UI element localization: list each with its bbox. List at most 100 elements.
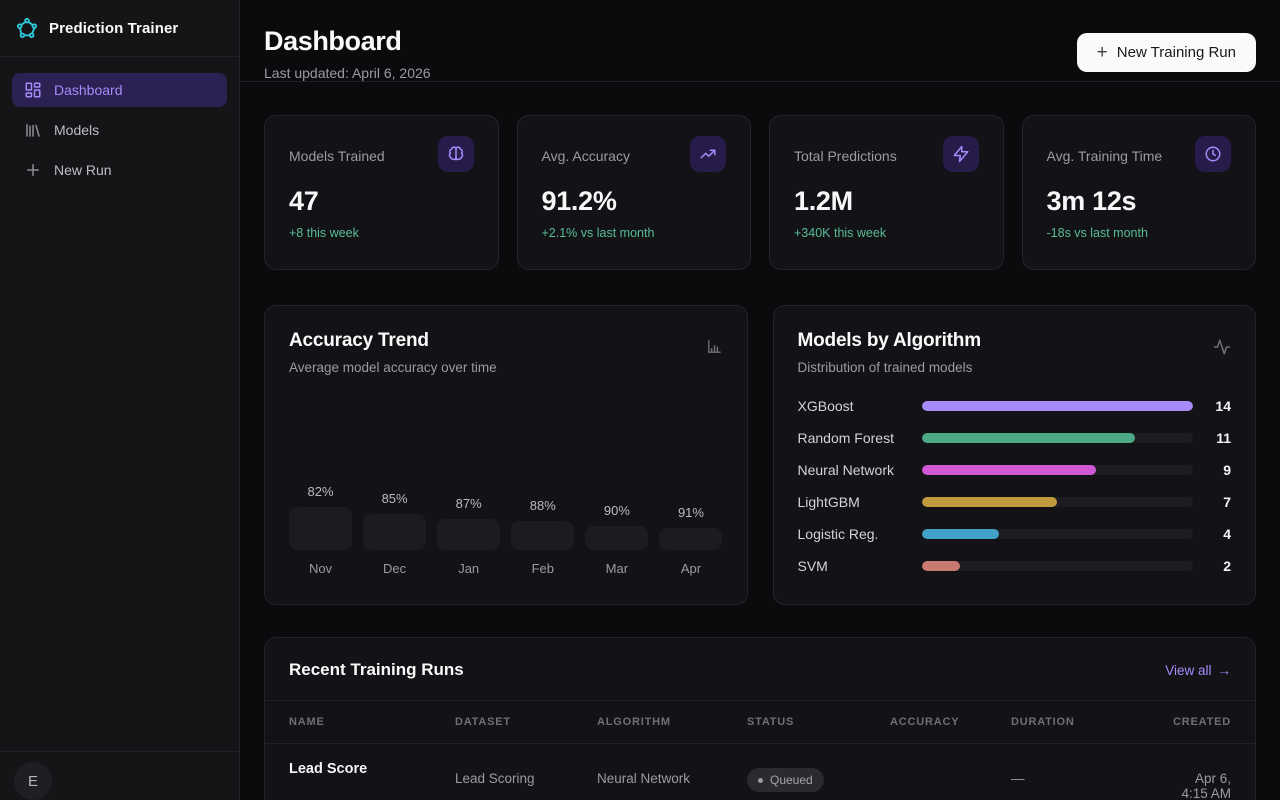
main-area: Dashboard Last updated: April 6, 2026 + … [240, 0, 1280, 800]
algorithm-row: LightGBM 7 [797, 494, 1232, 510]
algorithm-count: 11 [1216, 430, 1231, 446]
stat-value: 91.2% [541, 186, 617, 216]
stat-label: Models Trained [289, 148, 385, 164]
trend-value-label: 88% [529, 498, 556, 513]
stat-delta: -18s vs last month [1046, 226, 1148, 240]
view-all-link[interactable]: View all → [1165, 663, 1231, 678]
algorithm-bar-fill [921, 401, 1193, 411]
stats-row: Models Trained 47 +8 this week Avg. Accu… [264, 115, 1256, 270]
algorithm-label: LightGBM [797, 494, 860, 510]
dashboard-content: Models Trained 47 +8 this week Avg. Accu… [240, 82, 1280, 800]
run-status-cell: Queued [747, 744, 890, 792]
run-created: Apr 6, 4:15 AM [1181, 771, 1231, 800]
chart-subtitle: Average model accuracy over time [289, 360, 497, 375]
chart-title: Accuracy Trend [289, 330, 429, 351]
new-training-run-label: New Training Run [1116, 44, 1236, 61]
stat-value: 3m 12s [1046, 186, 1137, 216]
algorithm-bar-fill [921, 529, 1000, 539]
trend-bar [659, 528, 723, 550]
stat-card-avg-training-time: Avg. Training Time 3m 12s -18s vs last m… [1021, 115, 1256, 270]
sidebar-item-label: Models [54, 122, 100, 138]
status-label: Queued [770, 773, 813, 787]
stat-delta: +340K this week [794, 226, 887, 240]
algorithm-bar-fill [921, 433, 1135, 443]
trend-column: 87% Jan [437, 496, 501, 576]
algorithm-bar-track [921, 497, 1193, 507]
trend-bar [585, 526, 649, 550]
stat-label: Avg. Accuracy [541, 148, 630, 164]
stat-card-models-trained: Models Trained 47 +8 this week [264, 115, 499, 270]
algorithm-bar-track [921, 401, 1193, 411]
trend-bar [437, 519, 501, 550]
new-training-run-button[interactable]: + New Training Run [1076, 33, 1256, 72]
run-duration: — [1011, 771, 1025, 786]
column-header: ALGORITHM [597, 716, 671, 728]
table-header-row: NAME DATASET ALGORITHM STATUS ACCURACY DURATI… [265, 700, 1255, 744]
chart-title: Models by Algorithm [797, 330, 982, 351]
algorithm-count: 9 [1223, 462, 1231, 478]
algorithm-label: Random Forest [797, 430, 894, 446]
algorithm-count: 7 [1223, 494, 1231, 510]
trend-column: 91% Apr [659, 505, 723, 576]
stat-value: 47 [289, 186, 319, 216]
algorithm-bar-fill [921, 561, 961, 571]
sidebar-item-new-run[interactable]: New Run [12, 153, 227, 187]
arrow-right-icon: → [1217, 662, 1232, 678]
clock-icon [1195, 136, 1231, 172]
algorithm-bar-fill [921, 497, 1058, 507]
table-title: Recent Training Runs [289, 660, 464, 679]
column-header: DURATION [1011, 716, 1075, 728]
trend-month-label: Apr [680, 561, 702, 576]
bar-chart-icon [706, 338, 723, 355]
algorithm-bar-fill [921, 465, 1097, 475]
algorithm-bar-track [921, 465, 1193, 475]
trend-bar [511, 521, 575, 550]
trend-column: 85% Dec [363, 491, 427, 576]
sidebar-item-models[interactable]: Models [12, 113, 227, 147]
column-header: ACCURACY [890, 716, 960, 728]
algorithm-bar-track [921, 529, 1193, 539]
run-accuracy [890, 744, 1011, 771]
sidebar-item-dashboard[interactable]: Dashboard [12, 73, 227, 107]
models-by-algorithm-card: Models by Algorithm Distribution of trai… [772, 305, 1256, 605]
sidebar-item-label: New Run [54, 162, 112, 178]
sidebar-footer: E [0, 751, 239, 800]
stat-delta: +2.1% vs last month [541, 226, 655, 240]
trend-bar [289, 507, 352, 550]
trend-value-label: 85% [381, 491, 408, 506]
column-header: NAME [289, 716, 325, 728]
plus-icon: + [1096, 42, 1108, 63]
last-updated-text: Last updated: April 6, 2026 [264, 65, 431, 81]
algorithm-row: Random Forest 11 [797, 430, 1232, 446]
user-avatar[interactable]: E [14, 762, 52, 800]
column-header: DATASET [455, 716, 511, 728]
network-logo-icon [16, 17, 38, 39]
trend-month-label: Feb [531, 561, 554, 576]
status-dot-icon [758, 777, 763, 783]
zap-icon [942, 136, 979, 172]
algorithm-label: Neural Network [797, 462, 894, 478]
trend-value-label: 87% [455, 496, 482, 511]
trend-month-label: Dec [383, 561, 407, 576]
sidebar-item-label: Dashboard [54, 82, 123, 98]
chart-subtitle: Distribution of trained models [797, 360, 973, 375]
library-icon [24, 121, 42, 139]
algorithm-label: SVM [797, 558, 828, 574]
stat-label: Total Predictions [794, 148, 897, 164]
trend-column: 88% Feb [511, 498, 575, 576]
trend-month-label: Nov [308, 561, 333, 576]
table-row[interactable]: Lead Score Lead Scoring Neural Network Queu… [265, 744, 1255, 800]
run-dataset: Lead Scoring [455, 771, 535, 786]
accuracy-trend-card: Accuracy Trend Average model accuracy ov… [264, 305, 748, 605]
algorithm-row: Neural Network 9 [797, 462, 1232, 478]
plus-icon [24, 161, 42, 179]
page-header: Dashboard Last updated: April 6, 2026 + … [240, 0, 1280, 82]
charts-row: Accuracy Trend Average model accuracy ov… [264, 305, 1256, 605]
trend-value-label: 91% [677, 505, 704, 520]
page-title: Dashboard [264, 26, 402, 56]
table-body: Lead Score Lead Scoring Neural Network Queu… [265, 744, 1255, 800]
algorithm-bar-track [921, 433, 1193, 443]
algorithm-count: 4 [1223, 526, 1231, 542]
algorithm-bars: XGBoost 14 Random Forest 11 Neural Network 9 L… [797, 398, 1232, 574]
trend-value-label: 82% [307, 484, 334, 499]
